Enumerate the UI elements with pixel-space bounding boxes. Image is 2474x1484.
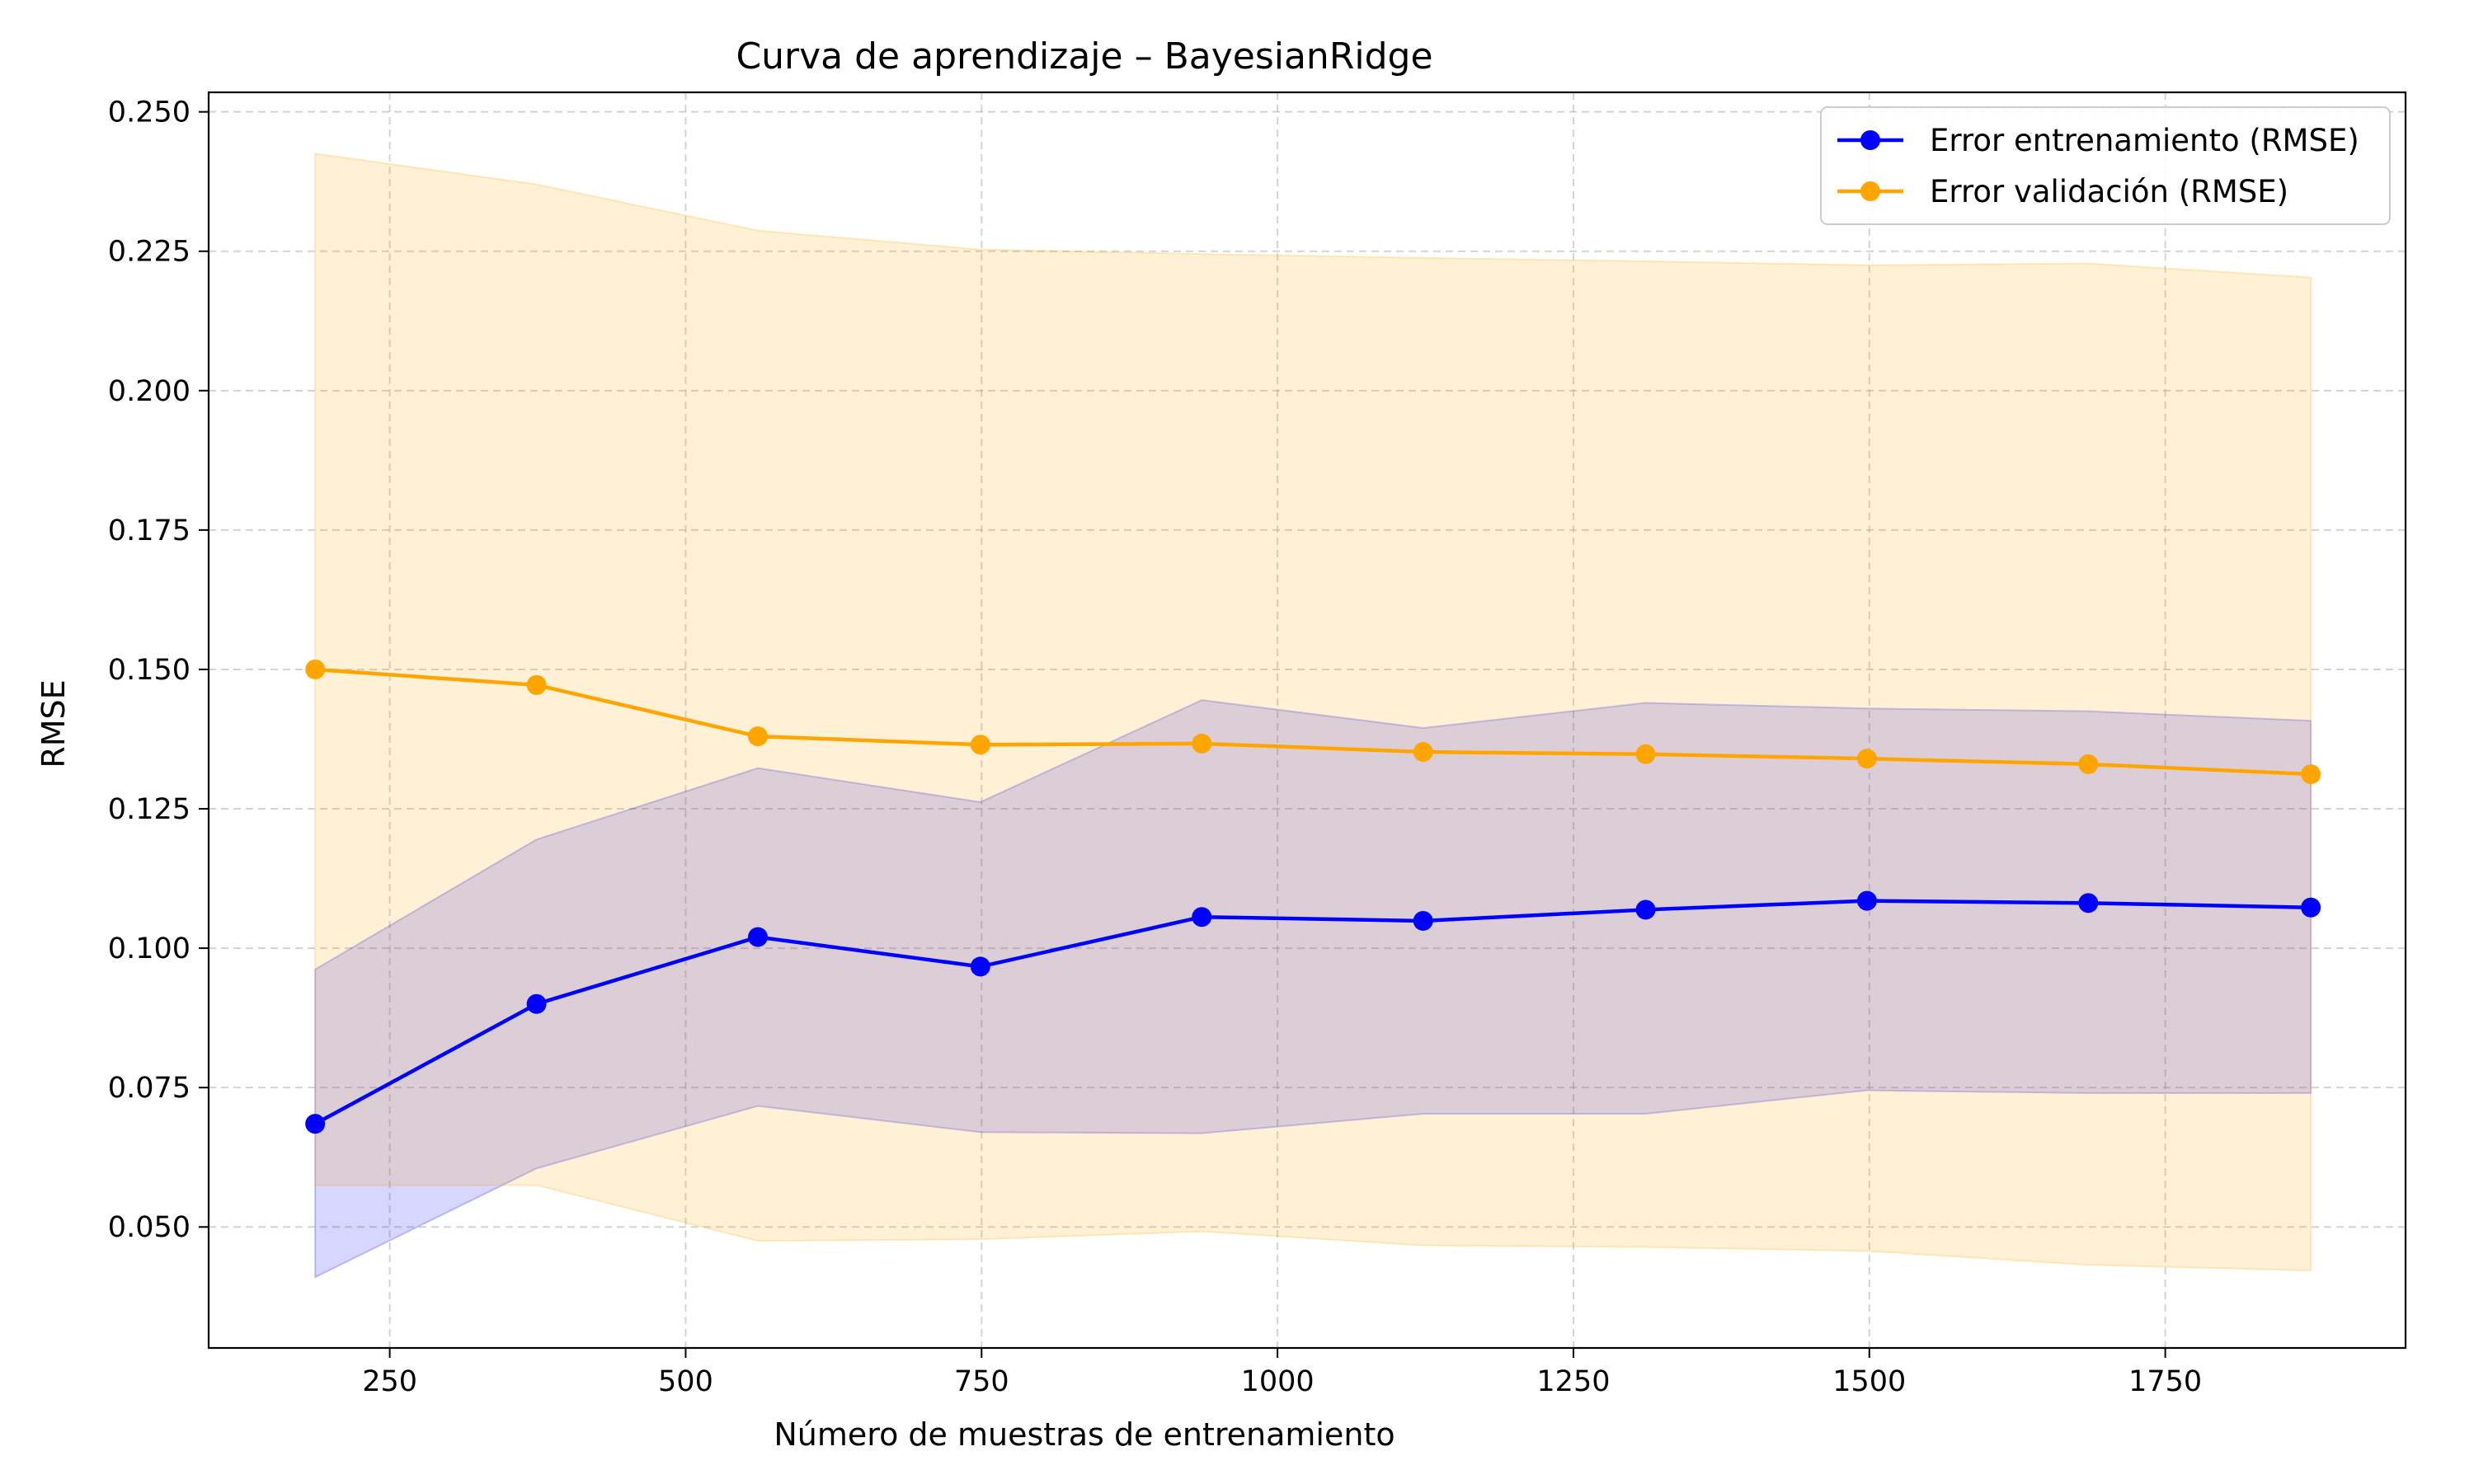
legend-label-1: Error entrenamiento (RMSE) — [1930, 123, 2359, 158]
data-point-series-1 — [1635, 899, 1656, 920]
legend-box — [1820, 106, 2391, 225]
y-tick-label: 0.250 — [108, 96, 190, 129]
tick-labels: 250 500 750 1000 1250 1500 1750 0.050 0.075 0.100… — [108, 96, 2202, 1398]
data-point-series-1 — [748, 927, 768, 947]
y-tick-label: 0.175 — [108, 514, 190, 547]
data-point-series-1 — [2301, 897, 2321, 918]
data-point-series-2 — [748, 726, 768, 747]
legend-marker-1 — [1860, 130, 1880, 150]
y-tick-label: 0.050 — [108, 1211, 190, 1244]
x-tick-label: 500 — [658, 1365, 713, 1398]
legend-label-2: Error validación (RMSE) — [1930, 174, 2288, 209]
data-point-series-1 — [305, 1114, 326, 1134]
y-tick-label: 0.225 — [108, 236, 190, 269]
std-band-series-2 — [314, 153, 2312, 1272]
data-point-series-2 — [1635, 744, 1656, 764]
x-tick-label: 1250 — [1536, 1365, 1610, 1398]
legend-marker-2 — [1860, 181, 1880, 201]
data-point-series-1 — [1856, 890, 1877, 911]
y-axis-label: RMSE — [35, 679, 72, 768]
data-point-series-2 — [1192, 733, 1212, 754]
axis-ticks — [199, 110, 2166, 1358]
data-point-series-1 — [970, 956, 990, 977]
x-tick-label: 750 — [954, 1365, 1009, 1398]
series-lines — [314, 667, 2312, 1126]
y-tick-label: 0.100 — [108, 932, 190, 965]
y-tick-label: 0.200 — [108, 375, 190, 408]
plot-frame — [207, 91, 2407, 1350]
series-line-1 — [314, 899, 2312, 1126]
std-bands — [314, 153, 2312, 1279]
y-tick-label: 0.075 — [108, 1072, 190, 1105]
data-point-series-1 — [1413, 910, 1433, 931]
data-point-series-2 — [305, 659, 326, 679]
data-point-series-2 — [2301, 764, 2321, 785]
data-point-series-2 — [526, 674, 547, 695]
x-tick-label: 1750 — [2128, 1365, 2202, 1398]
data-point-series-1 — [526, 993, 547, 1014]
data-point-series-1 — [1192, 907, 1212, 928]
x-tick-label: 1500 — [1832, 1365, 1906, 1398]
data-point-series-2 — [970, 735, 990, 755]
legend: Error entrenamiento (RMSE) Error validaci… — [1820, 106, 2391, 225]
x-tick-label: 1000 — [1241, 1365, 1315, 1398]
data-point-series-2 — [1856, 749, 1877, 769]
series-line-2 — [315, 667, 2312, 777]
data-point-series-2 — [2078, 754, 2099, 774]
x-axis-label: Número de muestras de entrenamiento — [774, 1416, 1395, 1453]
data-point-series-2 — [1413, 742, 1433, 763]
series-points — [305, 659, 2321, 1134]
y-tick-label: 0.125 — [108, 793, 190, 826]
std-band-series-1 — [314, 699, 2312, 1279]
data-point-series-1 — [2078, 893, 2099, 913]
chart-title: Curva de aprendizaje – BayesianRidge — [736, 35, 1432, 77]
y-tick-label: 0.150 — [108, 654, 190, 687]
x-tick-label: 250 — [362, 1365, 417, 1398]
